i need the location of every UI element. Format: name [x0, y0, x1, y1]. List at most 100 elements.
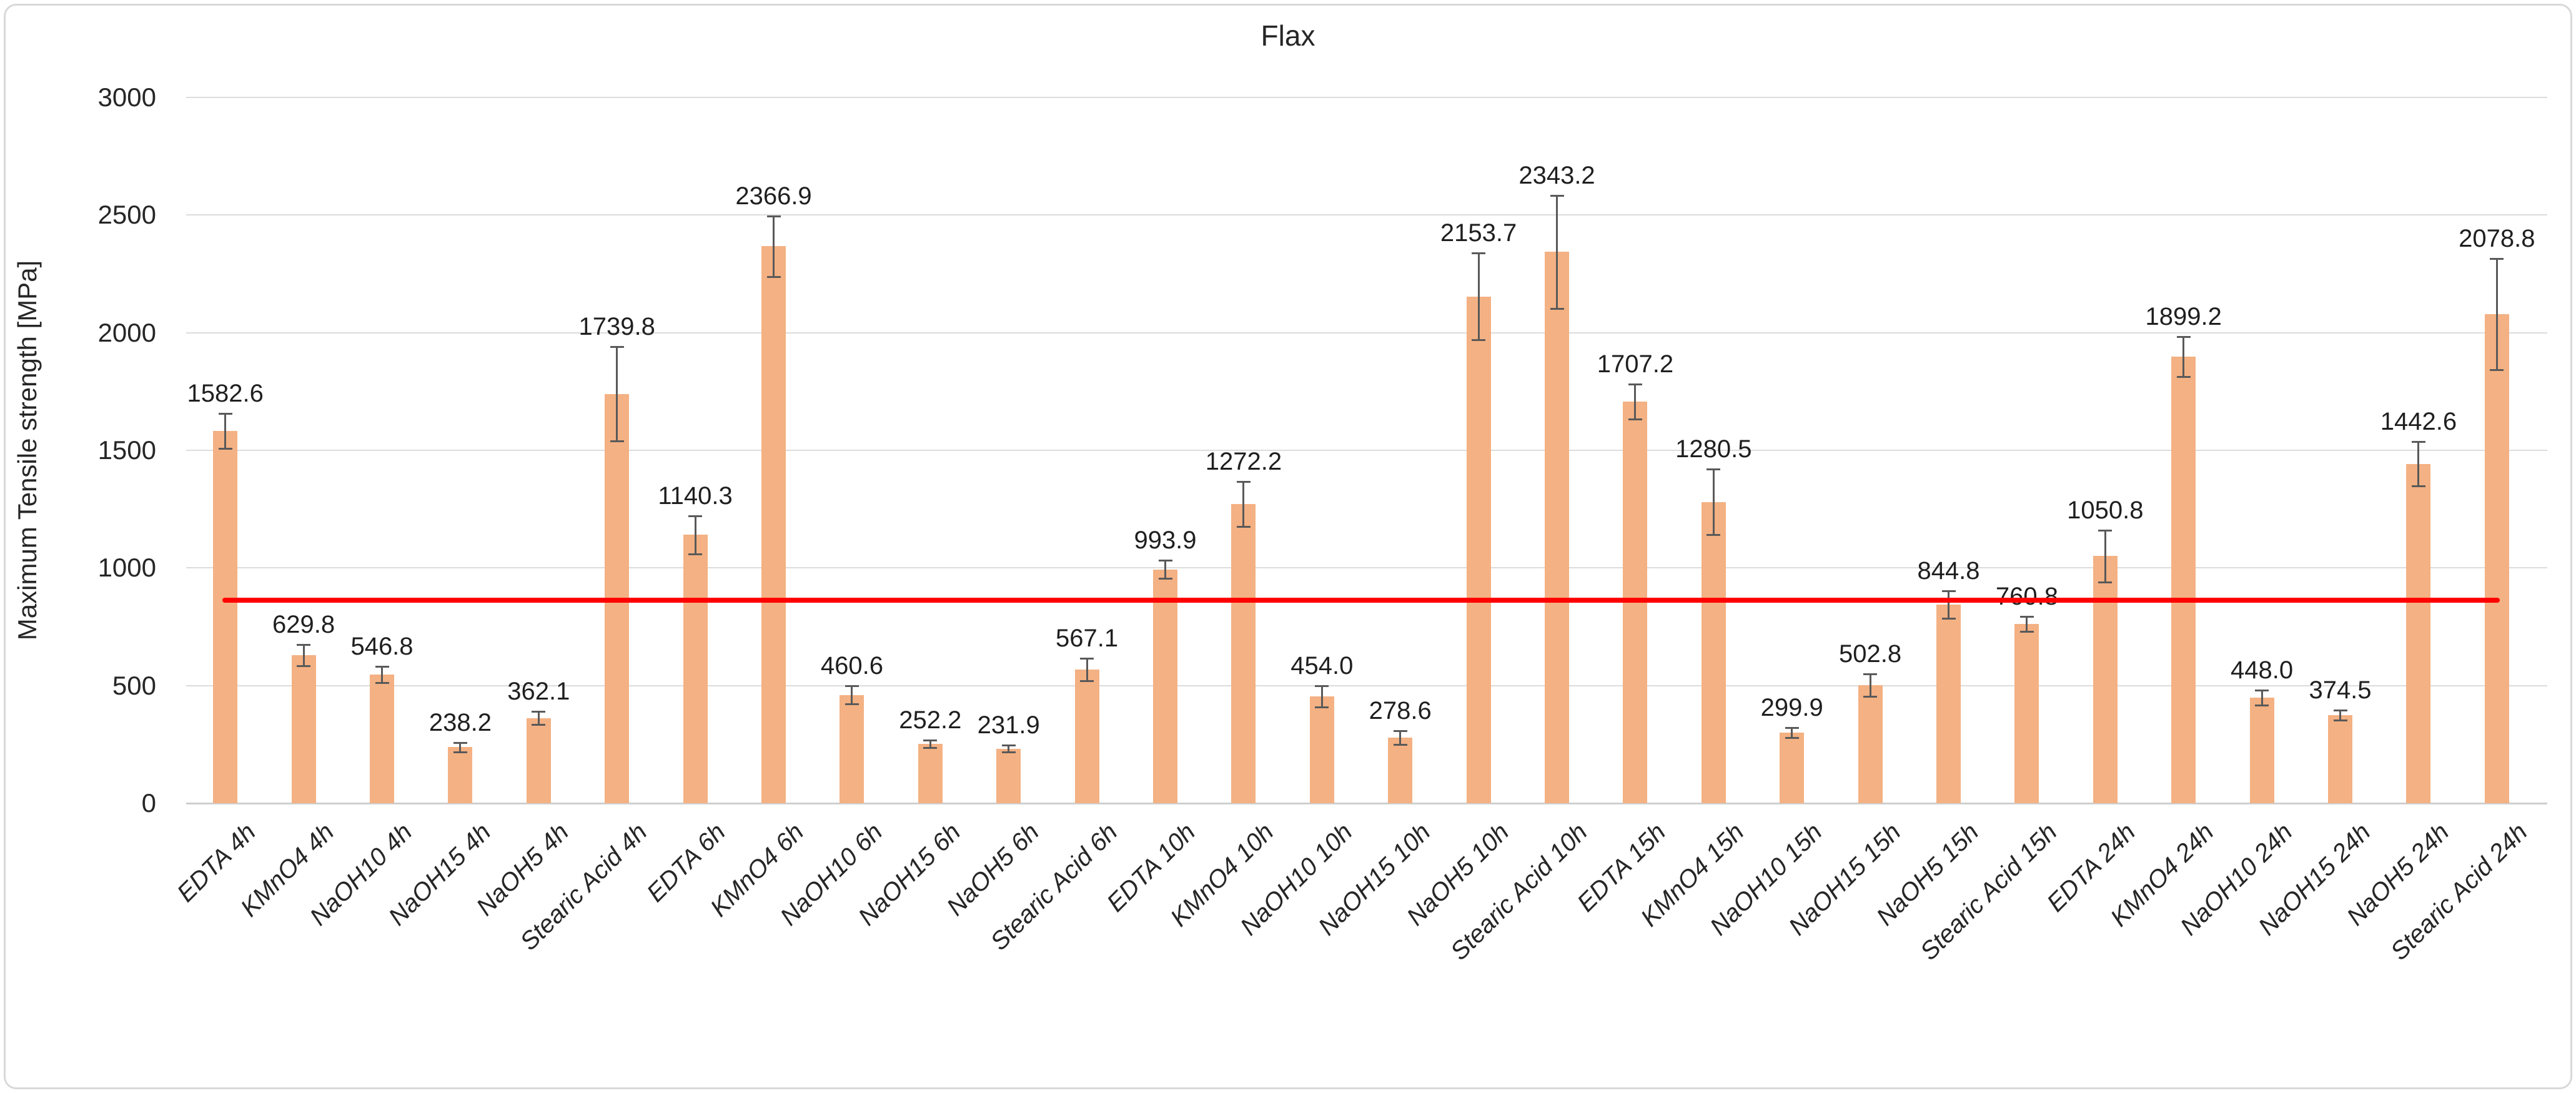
bar	[2484, 314, 2509, 803]
y-tick-label: 0	[141, 788, 156, 818]
error-bar-cap-bottom	[453, 751, 467, 753]
error-bar	[224, 413, 227, 449]
bar	[1309, 696, 1334, 803]
bar	[1701, 502, 1726, 803]
error-bar-cap-bottom	[375, 682, 389, 685]
error-bar-cap-top	[1080, 658, 1094, 660]
error-bar	[851, 686, 853, 704]
error-bar-cap-bottom	[1315, 706, 1329, 708]
bar-value-label: 1739.8	[578, 313, 655, 341]
bar-value-label: 1442.6	[2380, 407, 2457, 435]
y-tick-label: 3000	[97, 82, 156, 112]
bar-value-label: 252.2	[899, 706, 962, 734]
error-bar-cap-top	[1472, 252, 1486, 255]
bar	[1153, 569, 1177, 803]
bar	[2406, 463, 2431, 803]
error-bar	[1634, 383, 1637, 420]
error-bar	[2261, 690, 2263, 706]
error-bar-cap-top	[610, 346, 624, 349]
y-tick-label: 500	[112, 670, 156, 700]
error-bar	[1712, 468, 1715, 535]
error-bar-cap-bottom	[610, 440, 624, 442]
bar	[526, 718, 551, 803]
bar-value-label: 993.9	[1134, 527, 1197, 555]
error-bar	[2104, 530, 2106, 582]
error-bar-cap-top	[1315, 685, 1329, 688]
error-bar-cap-bottom	[297, 665, 311, 667]
error-bar-cap-bottom	[845, 703, 859, 705]
gridline	[186, 450, 2547, 451]
error-bar-cap-bottom	[1001, 751, 1016, 754]
error-bar-cap-bottom	[2255, 705, 2269, 707]
bar	[370, 675, 394, 803]
error-bar-cap-bottom	[1158, 577, 1172, 580]
error-bar-cap-top	[2255, 690, 2269, 692]
bar	[1780, 733, 1805, 803]
error-bar-cap-bottom	[2333, 720, 2347, 722]
error-bar	[1399, 730, 1402, 745]
bar-value-label: 1899.2	[2145, 302, 2222, 330]
error-bar	[381, 666, 383, 683]
bar-value-label: 454.0	[1290, 652, 1354, 680]
error-bar-cap-bottom	[2490, 368, 2504, 371]
bar-value-label: 299.9	[1760, 693, 1823, 721]
error-bar-cap-bottom	[766, 276, 781, 279]
gridline	[186, 332, 2547, 334]
error-bar-cap-bottom	[1236, 525, 1251, 528]
bar-value-label: 278.6	[1369, 696, 1432, 725]
y-tick-label: 2500	[97, 200, 156, 230]
bar-value-label: 1280.5	[1675, 435, 1752, 463]
error-bar-cap-top	[923, 739, 938, 742]
bar-value-label: 231.9	[977, 711, 1040, 739]
error-bar-cap-bottom	[2098, 581, 2113, 583]
error-bar	[1008, 745, 1010, 753]
error-bar-cap-top	[297, 643, 311, 646]
bar	[2249, 698, 2274, 803]
error-bar	[1948, 590, 1949, 618]
error-bar-cap-bottom	[1863, 695, 1878, 698]
gridline	[186, 567, 2547, 569]
bar-value-label: 448.0	[2231, 656, 2294, 685]
error-bar	[1164, 560, 1166, 578]
bar-value-label: 362.1	[507, 678, 570, 706]
error-bar	[2026, 616, 2028, 632]
error-bar-cap-top	[1785, 726, 1799, 729]
bar	[2171, 356, 2196, 803]
bar-value-label: 2078.8	[2459, 225, 2535, 253]
bar	[1231, 503, 1256, 803]
error-bar-cap-top	[218, 412, 232, 415]
bar-value-label: 502.8	[1839, 640, 1902, 668]
chart-card	[4, 4, 2572, 1089]
error-bar	[1869, 673, 1871, 696]
error-bar	[459, 742, 462, 752]
bar	[213, 430, 238, 803]
error-bar-cap-bottom	[218, 448, 232, 450]
bar-value-label: 546.8	[350, 632, 414, 660]
bar	[291, 655, 316, 803]
error-bar	[2182, 336, 2185, 377]
error-bar	[1477, 253, 1480, 340]
bar	[1545, 252, 1569, 803]
error-bar	[1242, 482, 1245, 527]
error-bar-cap-top	[1863, 673, 1878, 675]
error-bar-cap-top	[845, 685, 859, 688]
error-bar-cap-bottom	[1707, 534, 1721, 537]
bar-value-label: 2366.9	[735, 182, 812, 210]
error-bar-cap-bottom	[2176, 375, 2191, 378]
error-bar-cap-top	[1158, 560, 1172, 562]
error-bar	[694, 516, 696, 554]
bar-value-label: 1272.2	[1205, 448, 1282, 476]
error-bar-cap-top	[453, 741, 467, 744]
error-bar	[616, 347, 618, 441]
bar-value-label: 1140.3	[658, 482, 733, 510]
error-bar-cap-bottom	[532, 724, 546, 726]
error-bar	[302, 644, 305, 666]
error-bar-cap-top	[1236, 481, 1251, 483]
error-bar	[1556, 195, 1558, 309]
error-bar	[2339, 710, 2341, 721]
bar-value-label: 629.8	[272, 610, 335, 638]
error-bar	[773, 215, 775, 277]
bar-value-label: 238.2	[429, 708, 492, 736]
chart-title: Flax	[1261, 19, 1315, 52]
